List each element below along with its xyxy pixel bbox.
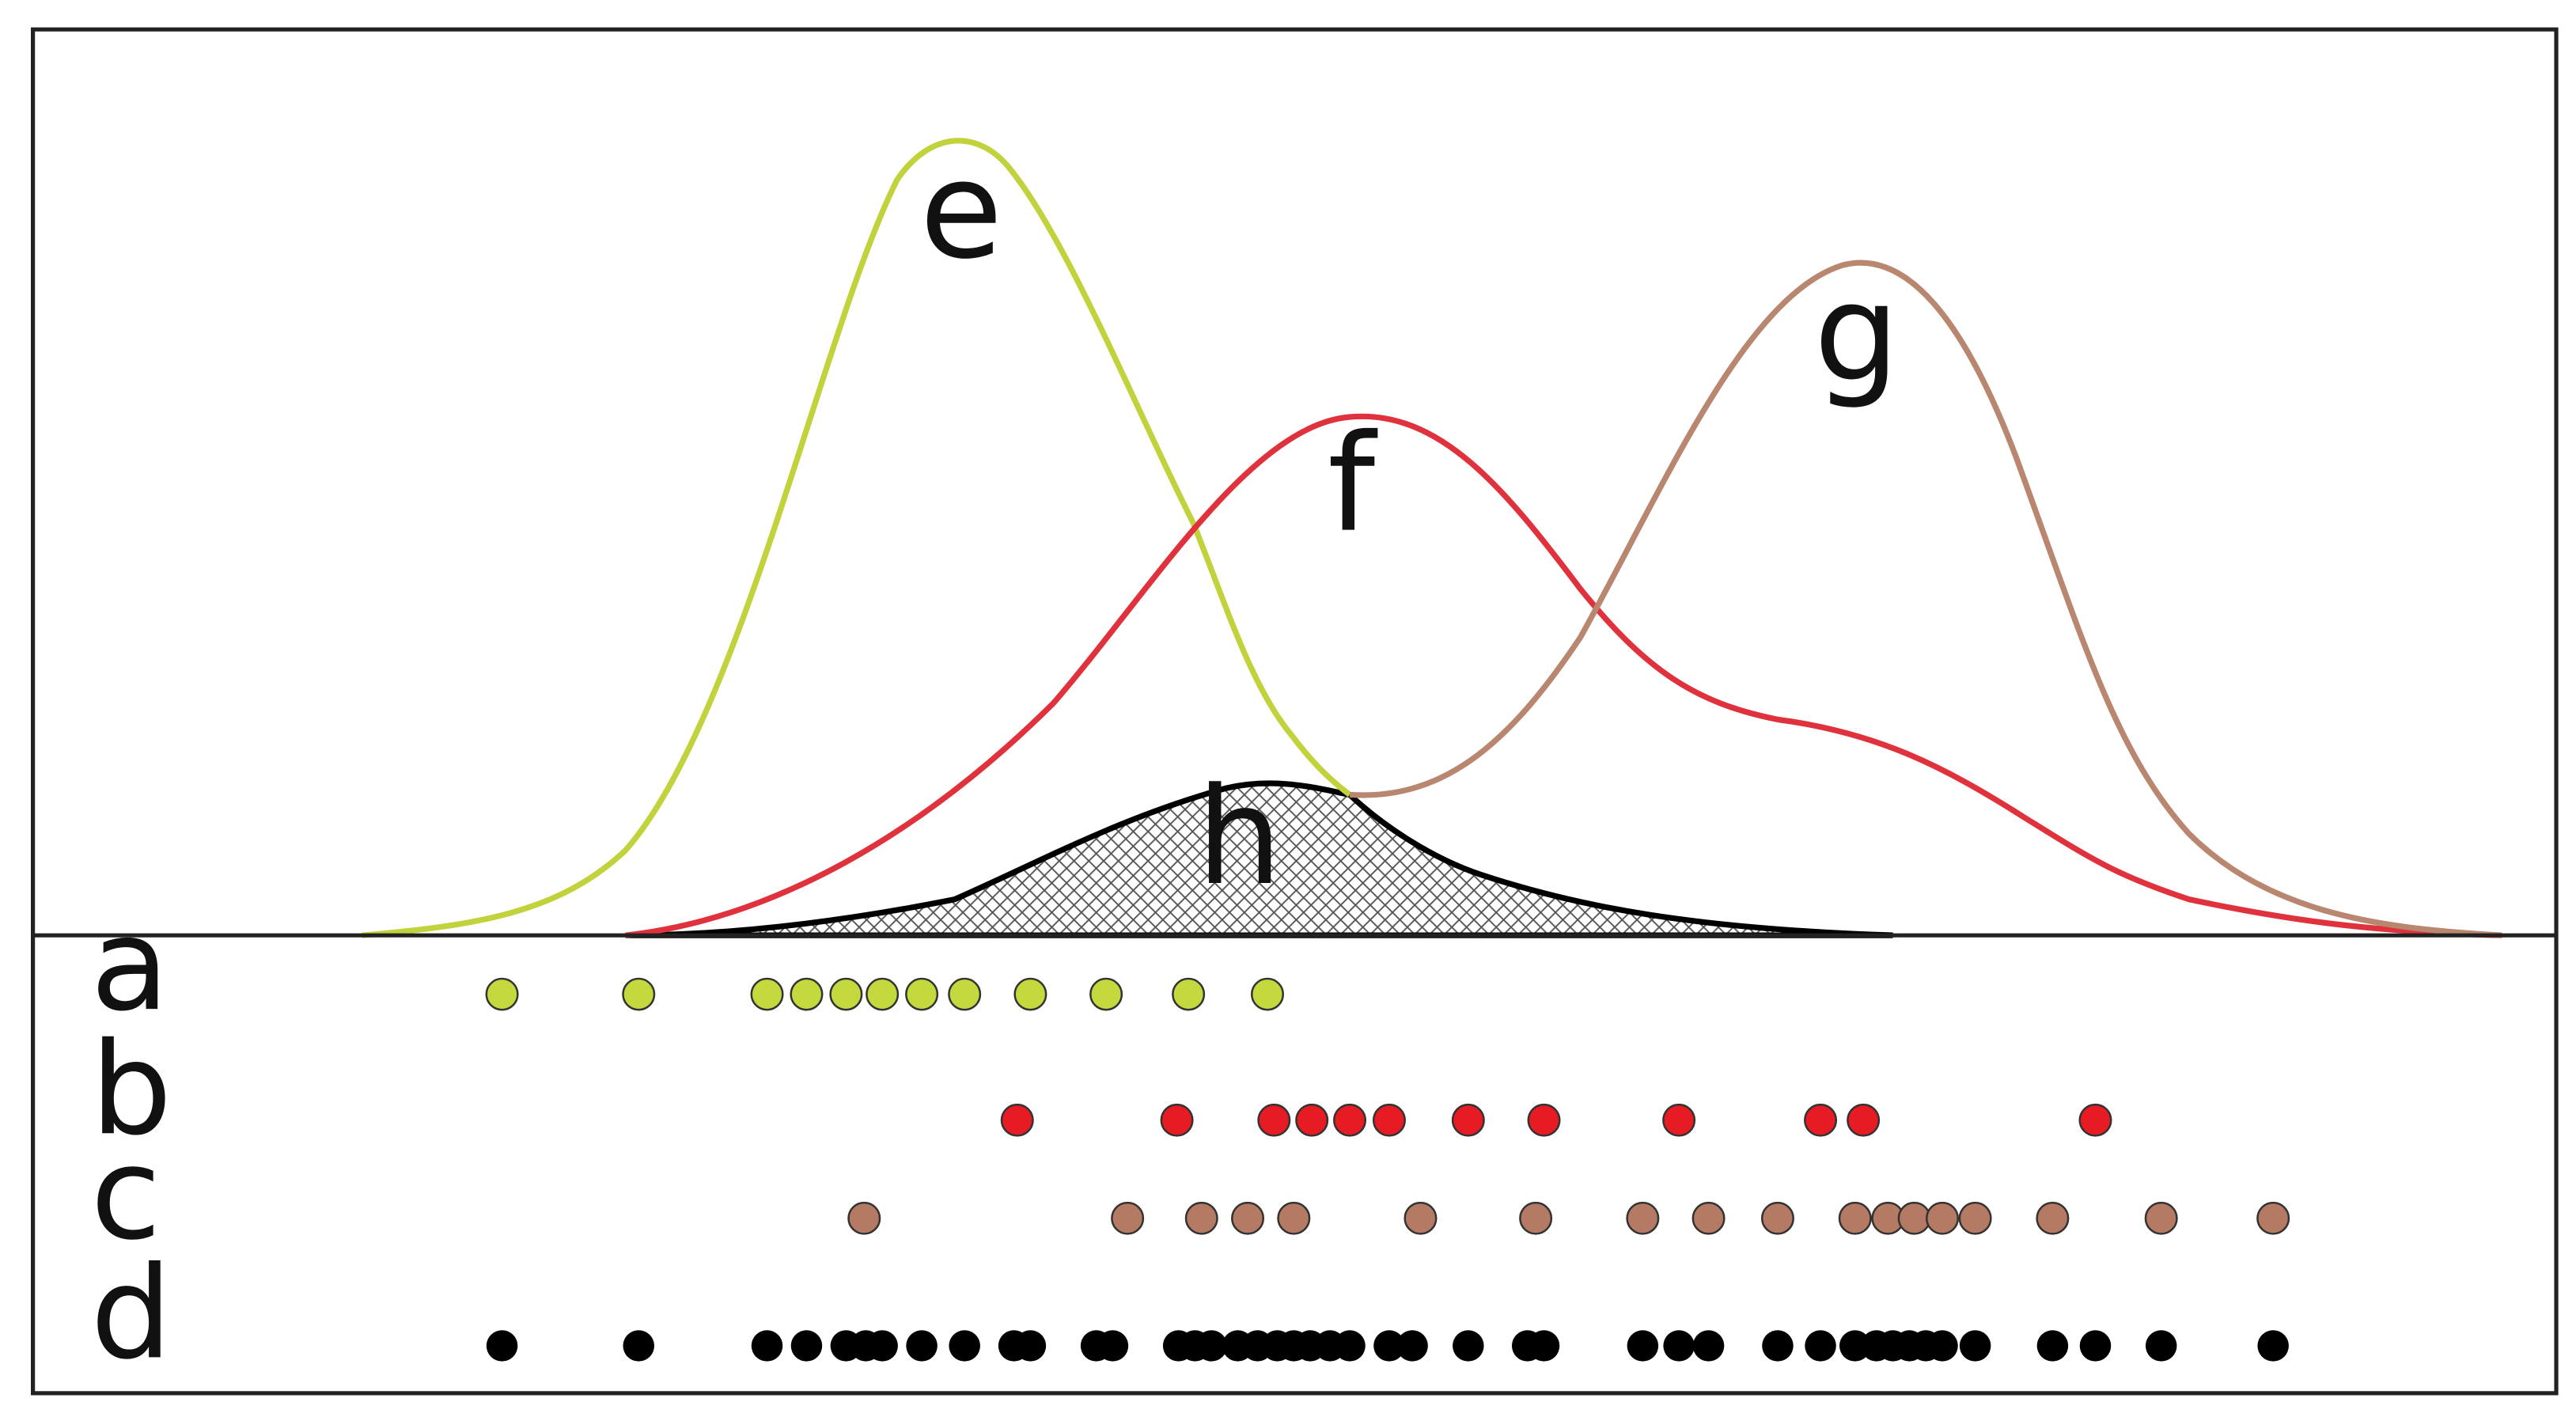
dot-d-6 bbox=[866, 1330, 898, 1362]
dot-c-7 bbox=[1626, 1201, 1660, 1235]
dot-c-4 bbox=[1277, 1201, 1311, 1235]
dot-d-15 bbox=[1195, 1330, 1228, 1362]
dot-c-10 bbox=[1838, 1201, 1872, 1235]
curve-f bbox=[625, 413, 2502, 938]
dot-c-9 bbox=[1760, 1201, 1794, 1235]
curve-e-label: e bbox=[920, 133, 1003, 289]
dot-d-12 bbox=[1097, 1330, 1129, 1362]
dot-d-30 bbox=[1692, 1330, 1725, 1362]
dot-d-10 bbox=[1014, 1330, 1047, 1362]
dot-d-32 bbox=[1805, 1330, 1836, 1362]
dot-b-1 bbox=[1160, 1103, 1194, 1137]
curve-h bbox=[625, 780, 1893, 938]
dot-a-11 bbox=[1250, 977, 1285, 1011]
curve-e bbox=[362, 138, 1352, 938]
dot-d-40 bbox=[2036, 1330, 2069, 1362]
dot-d-31 bbox=[1762, 1330, 1794, 1362]
dot-c-16 bbox=[2144, 1201, 2178, 1235]
dot-c-3 bbox=[1231, 1201, 1265, 1235]
curve-g bbox=[1349, 260, 2502, 938]
dot-a-6 bbox=[905, 977, 939, 1011]
dot-c-0 bbox=[847, 1201, 881, 1235]
row-a-label: a bbox=[90, 892, 169, 1040]
dot-a-5 bbox=[866, 977, 900, 1011]
dot-c-15 bbox=[2036, 1201, 2070, 1235]
curve-g-label: g bbox=[1814, 256, 1900, 411]
dot-c-6 bbox=[1519, 1201, 1553, 1235]
dot-d-41 bbox=[2079, 1330, 2112, 1362]
figure-frame bbox=[31, 27, 2559, 1396]
dot-c-14 bbox=[1958, 1201, 1992, 1235]
dot-strip-d bbox=[486, 1330, 2289, 1362]
dot-a-4 bbox=[829, 977, 863, 1011]
dot-a-1 bbox=[622, 977, 656, 1011]
dot-a-3 bbox=[790, 977, 824, 1011]
dot-b-2 bbox=[1257, 1103, 1291, 1137]
dot-b-10 bbox=[1847, 1103, 1881, 1137]
dot-d-27 bbox=[1528, 1330, 1560, 1362]
dot-d-24 bbox=[1396, 1330, 1428, 1362]
dot-a-0 bbox=[485, 977, 519, 1011]
dot-d-33 bbox=[1839, 1330, 1871, 1362]
dot-b-3 bbox=[1295, 1103, 1329, 1137]
dot-d-7 bbox=[906, 1330, 938, 1362]
dot-d-0 bbox=[486, 1330, 518, 1362]
dot-d-3 bbox=[790, 1330, 823, 1362]
dot-a-7 bbox=[948, 977, 982, 1011]
dot-a-2 bbox=[750, 977, 784, 1011]
dot-d-8 bbox=[949, 1330, 980, 1362]
dot-d-29 bbox=[1663, 1330, 1695, 1362]
curve-h-label: h bbox=[1197, 760, 1282, 915]
dot-d-1 bbox=[623, 1330, 655, 1362]
dot-c-2 bbox=[1184, 1201, 1218, 1235]
dot-b-5 bbox=[1372, 1103, 1406, 1137]
dot-d-2 bbox=[751, 1330, 783, 1362]
row-d-label: d bbox=[90, 1240, 172, 1388]
dot-b-9 bbox=[1804, 1103, 1838, 1137]
dot-d-43 bbox=[2257, 1330, 2289, 1362]
dot-d-23 bbox=[1373, 1330, 1405, 1362]
dot-d-25 bbox=[1453, 1330, 1484, 1362]
dot-d-42 bbox=[2145, 1330, 2177, 1362]
dot-a-9 bbox=[1089, 977, 1123, 1011]
dot-b-7 bbox=[1527, 1103, 1561, 1137]
dot-c-1 bbox=[1111, 1201, 1145, 1235]
dot-b-8 bbox=[1662, 1103, 1696, 1137]
dot-c-5 bbox=[1404, 1201, 1438, 1235]
density-curves bbox=[362, 138, 2502, 938]
dot-b-11 bbox=[2078, 1103, 2112, 1137]
dot-a-10 bbox=[1172, 977, 1206, 1011]
dot-c-17 bbox=[2256, 1201, 2290, 1235]
dot-strip-a bbox=[485, 977, 1285, 1011]
row-c-label: c bbox=[90, 1120, 161, 1268]
dot-strip-c bbox=[847, 1201, 2290, 1235]
dot-b-4 bbox=[1333, 1103, 1367, 1137]
dot-c-13 bbox=[1925, 1201, 1960, 1235]
dot-b-0 bbox=[1000, 1103, 1034, 1137]
dot-d-38 bbox=[1926, 1330, 1958, 1362]
dot-a-8 bbox=[1013, 977, 1047, 1011]
row-b-label: b bbox=[90, 1016, 172, 1164]
dot-strip-b bbox=[1000, 1103, 2112, 1137]
dot-b-6 bbox=[1451, 1103, 1485, 1137]
dot-d-22 bbox=[1334, 1330, 1366, 1362]
dot-d-39 bbox=[1959, 1330, 1991, 1362]
curve-f-label: f bbox=[1328, 406, 1378, 562]
dot-c-12 bbox=[1897, 1201, 1931, 1235]
dot-c-8 bbox=[1691, 1201, 1726, 1235]
dot-d-28 bbox=[1627, 1330, 1659, 1362]
